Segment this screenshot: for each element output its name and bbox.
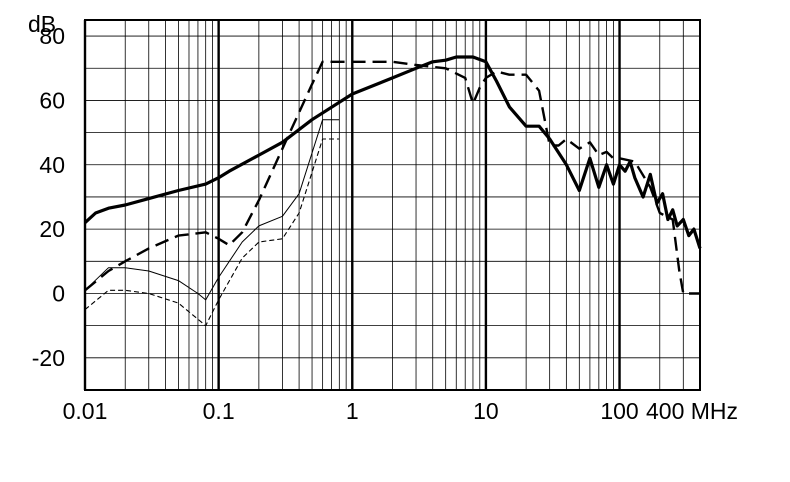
x-tick-label: 10: [473, 398, 499, 424]
series-line-1-thick-solid: [83, 55, 702, 249]
series-line-4-thin-dashed: [84, 138, 340, 327]
series-line-3-thin-solid: [84, 119, 340, 301]
x-tick-label: 0.01: [63, 398, 108, 424]
y-tick-label: -20: [32, 345, 65, 371]
y-tick-label: 20: [39, 216, 65, 242]
x-tick-label: 100: [600, 398, 638, 424]
plot-frame: [84, 19, 701, 391]
grid: [83, 19, 701, 391]
y-unit-label: dB: [28, 11, 56, 37]
y-tick-label: 0: [52, 280, 65, 306]
x-tick-label: 1: [346, 398, 359, 424]
y-tick-label: 60: [39, 87, 65, 113]
series-line-2-thick-dashed: [84, 60, 700, 295]
y-tick-label: 40: [39, 152, 65, 178]
x-tick-label: 400 MHz: [646, 398, 738, 424]
tick-labels: -20 0 20 40 60 80 0.01 0.1 1 10 100 400 MHz: [32, 23, 738, 424]
y-tick-label: 80: [39, 23, 65, 49]
series-layer: [83, 55, 702, 327]
x-tick-label: 0.1: [203, 398, 235, 424]
